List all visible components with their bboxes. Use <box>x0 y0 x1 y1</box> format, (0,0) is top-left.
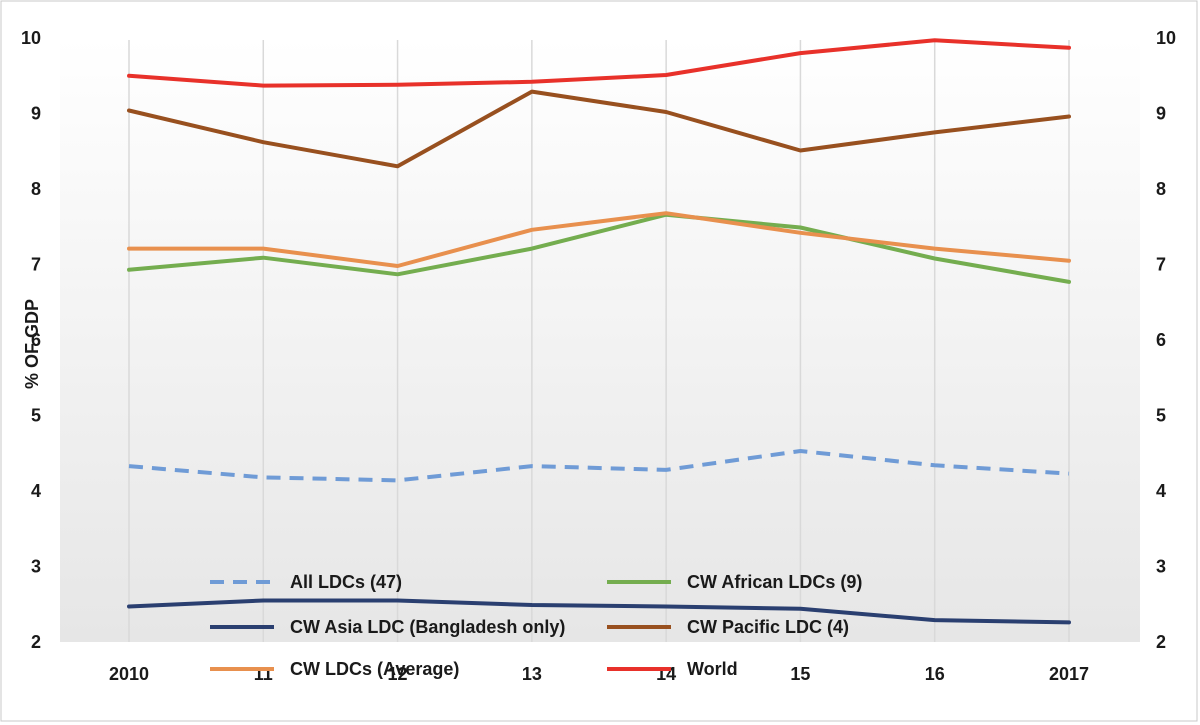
x-tick-label: 16 <box>925 664 945 684</box>
x-tick-label: 15 <box>790 664 810 684</box>
legend-label-2: CW Asia LDC (Bangladesh only) <box>290 617 565 637</box>
y-tick-right-label: 6 <box>1156 330 1166 350</box>
y-axis-left: 2 3 4 5 6 7 8 9 10 <box>21 28 41 652</box>
y-tick-left-label: 2 <box>31 632 41 652</box>
y-tick-left-label: 6 <box>31 330 41 350</box>
series-line-3 <box>127 89 1071 169</box>
y-tick-left-label: 9 <box>31 104 41 124</box>
legend-label-0: All LDCs (47) <box>290 572 402 592</box>
y-axis-right: 2 3 4 5 6 7 8 9 10 <box>1156 28 1176 652</box>
y-tick-right-label: 8 <box>1156 179 1166 199</box>
y-tick-right-label: 7 <box>1156 255 1166 275</box>
series-line-4 <box>127 211 1071 268</box>
x-tick-label: 13 <box>522 664 542 684</box>
y-axis-label: % OF GDP <box>22 299 42 389</box>
y-tick-left-label: 3 <box>31 557 41 577</box>
x-tick-label: 2017 <box>1049 664 1089 684</box>
x-tick-label: 2010 <box>109 664 149 684</box>
legend-label-5: World <box>687 659 738 679</box>
y-tick-right-label: 10 <box>1156 28 1176 48</box>
x-tick-label: 12 <box>388 664 408 684</box>
series-line-5 <box>127 38 1071 88</box>
series-line-1 <box>127 212 1071 284</box>
y-tick-left-label: 10 <box>21 28 41 48</box>
y-tick-left-label: 7 <box>31 255 41 275</box>
series-line-0 <box>128 449 1070 483</box>
y-tick-right-label: 4 <box>1156 481 1166 501</box>
y-tick-left-label: 5 <box>31 406 41 426</box>
series-line-2 <box>127 598 1071 625</box>
y-tick-left-label: 4 <box>31 481 41 501</box>
y-tick-right-label: 3 <box>1156 557 1166 577</box>
series-lines <box>127 38 1071 625</box>
legend: All LDCs (47) CW African LDCs (9) CW Asia … <box>210 572 862 679</box>
legend-label-1: CW African LDCs (9) <box>687 572 862 592</box>
y-tick-right-label: 2 <box>1156 632 1166 652</box>
y-tick-right-label: 9 <box>1156 104 1166 124</box>
y-tick-right-label: 5 <box>1156 406 1166 426</box>
legend-label-4: CW LDCs (Average) <box>290 659 459 679</box>
y-tick-left-label: 8 <box>31 179 41 199</box>
legend-label-3: CW Pacific LDC (4) <box>687 617 849 637</box>
